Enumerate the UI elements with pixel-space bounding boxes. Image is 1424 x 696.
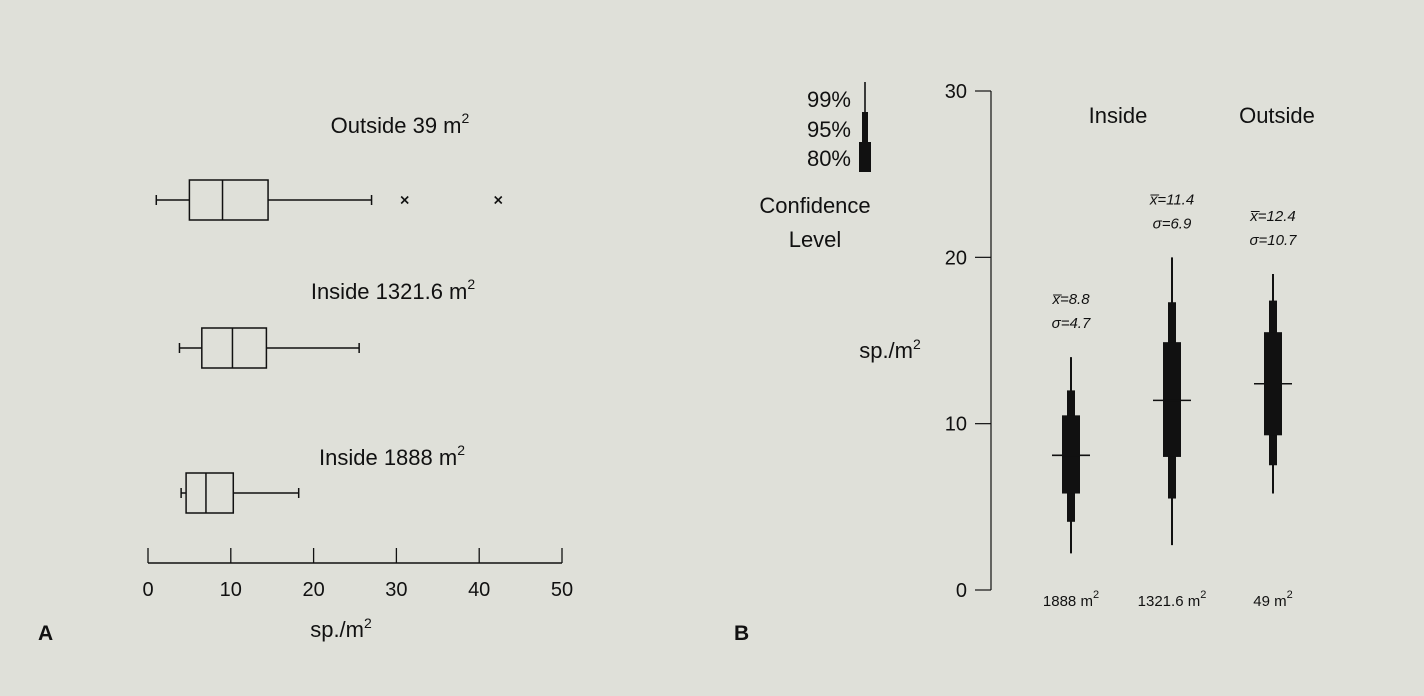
mean-label: x̅=11.4: [1149, 191, 1194, 208]
outlier-point: [400, 195, 409, 205]
sigma-label: σ=10.7: [1250, 232, 1298, 249]
box: [201, 327, 268, 369]
x-tick-label: 20: [302, 579, 324, 601]
group-label: Outside: [1239, 103, 1315, 128]
boxplot-title: Inside 1321.6 m2: [311, 276, 476, 304]
mean-label: x̅=12.4: [1249, 208, 1295, 225]
y-tick-label: 10: [945, 414, 967, 436]
boxplot: Inside 1321.6 m2: [178, 276, 476, 369]
boxplot: Inside 1888 m2: [180, 442, 465, 514]
x-tick-label: 10: [220, 579, 242, 601]
legend-level-label: 95%: [807, 117, 851, 142]
x-tick-label: 30: [385, 579, 407, 601]
y-tick-label: 20: [945, 247, 967, 269]
sigma-label: σ=6.9: [1153, 215, 1192, 232]
outlier-point: [494, 195, 503, 205]
box: [185, 472, 235, 514]
category-label: 1888 m2: [1043, 589, 1099, 610]
legend-80-bar: [859, 142, 871, 172]
y-tick-label: 0: [956, 580, 967, 602]
legend-level-label: 99%: [807, 87, 851, 112]
y-axis-label: sp./m2: [859, 336, 921, 363]
y-tick-label: 30: [945, 81, 967, 103]
category-label: 49 m2: [1253, 589, 1292, 610]
ci80-bar: [1062, 415, 1080, 494]
confidence-legend: 99% 95% 80% Confidence Level: [759, 82, 871, 252]
panel-label-a: A: [38, 622, 53, 645]
boxplot-panel: Outside 39 m2 Inside 1321.6 m2 Inside 1888…: [142, 110, 573, 642]
x-axis: 0 10 20 30 40 50 sp./m2: [142, 548, 573, 642]
x-tick-label: 40: [468, 579, 490, 601]
confidence-interval: x̅=8.8 σ=4.7 1888 m2: [1043, 291, 1099, 610]
panel-label-b: B: [734, 622, 749, 645]
mean-label: x̅=8.8: [1051, 291, 1090, 308]
x-axis-label: sp./m2: [310, 615, 372, 642]
legend-title: Level: [789, 227, 842, 252]
y-axis: 0 10 20 30 sp./m2: [859, 81, 992, 602]
confidence-interval: x̅=11.4 σ=6.9 1321.6 m2: [1138, 191, 1207, 610]
confidence-interval: x̅=12.4 σ=10.7 49 m2: [1249, 208, 1297, 610]
boxplot-title: Inside 1888 m2: [319, 442, 465, 470]
boxplot-title: Outside 39 m2: [331, 110, 470, 138]
box: [188, 179, 269, 221]
ci80-bar: [1163, 342, 1181, 457]
legend-level-label: 80%: [807, 146, 851, 171]
x-tick-label: 50: [551, 579, 573, 601]
category-label: 1321.6 m2: [1138, 589, 1207, 610]
group-label: Inside: [1089, 103, 1148, 128]
x-tick-label: 0: [142, 579, 153, 601]
legend-title: Confidence: [759, 193, 870, 218]
boxplot: Outside 39 m2: [155, 110, 503, 221]
sigma-label: σ=4.7: [1052, 315, 1091, 332]
